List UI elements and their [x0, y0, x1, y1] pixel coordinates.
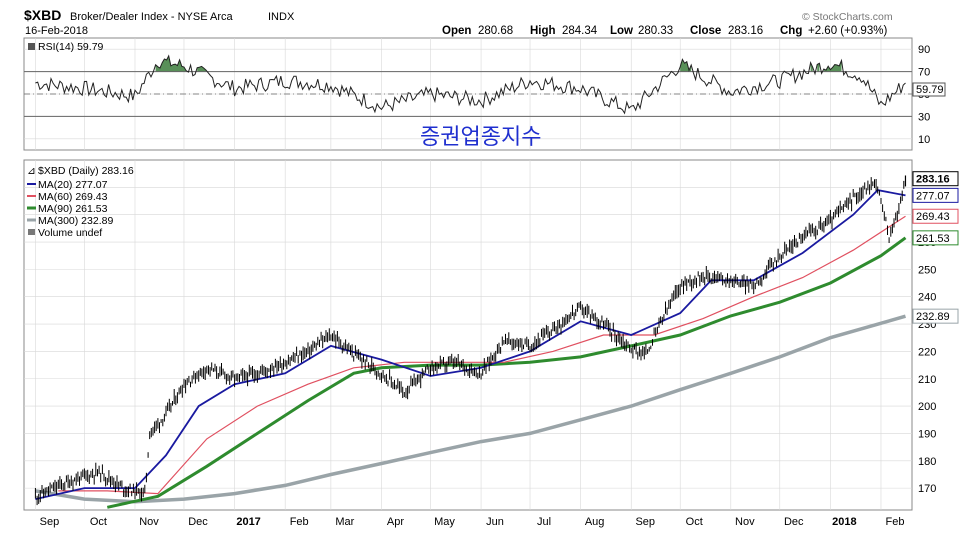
x-tick-label: Nov: [735, 516, 755, 528]
price-ohlc-bars: [34, 175, 907, 506]
x-tick-label: Sep: [635, 516, 655, 528]
price-y-tick-label: 190: [918, 428, 936, 440]
open-value: 280.68: [478, 25, 513, 37]
ma300-line: [35, 314, 906, 504]
legend-price-text: $XBD (Daily) 283.16: [38, 165, 134, 177]
value-label-text: 232.89: [916, 311, 950, 323]
rsi-legend-icon: [28, 43, 35, 50]
rsi-line: [35, 54, 906, 115]
close-label: Close: [690, 25, 721, 37]
x-tick-label: Jun: [486, 516, 504, 528]
chg-label: Chg: [780, 25, 802, 37]
x-tick-label: 2017: [236, 516, 260, 528]
x-tick-label: Sep: [40, 516, 60, 528]
low-value: 280.33: [638, 25, 673, 37]
rsi-y-tick-label: 10: [918, 134, 930, 146]
x-tick-label: Oct: [686, 516, 703, 528]
korean-annotation: 증권업종지수: [420, 124, 541, 149]
price-panel: 170180190200210220230240250260270 SepOct…: [23, 159, 959, 528]
value-label-box: [912, 208, 959, 224]
open-label: Open: [442, 25, 471, 37]
stockcharts-watermark: © StockCharts.com: [802, 11, 893, 23]
value-label-text: 283.16: [916, 174, 950, 186]
series-right-labels: 283.16 277.07 269.43 261.53 232.89: [912, 171, 959, 324]
ma90-line: [106, 236, 907, 509]
value-label-text: 277.07: [916, 190, 950, 202]
x-tick-label: Dec: [784, 516, 804, 528]
chg-value: +2.60 (+0.93%): [808, 25, 887, 37]
legend-ma20-text: MA(20) 277.07: [38, 179, 108, 191]
x-tick-label: Feb: [290, 516, 309, 528]
close-value: 283.16: [728, 25, 763, 37]
ma60-line: [58, 215, 906, 495]
high-value: 284.34: [562, 25, 598, 37]
x-tick-label: May: [434, 516, 455, 528]
legend-ma90: MA(90) 261.53: [27, 203, 108, 215]
legend-volume: Volume undef: [28, 227, 102, 239]
legend-ma300: MA(300) 232.89: [27, 215, 113, 227]
rsi-overbought-area: [823, 60, 842, 72]
rsi-last-value: 59.79: [916, 84, 944, 96]
x-tick-label: Feb: [886, 516, 905, 528]
rsi-legend: RSI(14) 59.79: [28, 41, 104, 53]
legend-ma20: MA(20) 277.07: [27, 179, 108, 191]
value-label-text: 269.43: [916, 211, 950, 223]
x-tick-label: Jul: [537, 516, 551, 528]
price-x-ticks: Sep Oct Nov Dec 2017 Feb Mar Apr May Jun Jul Aug Sep…: [40, 516, 905, 528]
x-tick-label: Apr: [387, 516, 404, 528]
rsi-y-ticks: 1030507090: [918, 44, 930, 146]
volume-icon: [28, 229, 35, 235]
x-tick-label: Oct: [90, 516, 107, 528]
price-y-tick-label: 180: [918, 456, 936, 468]
rsi-overbought-area: [155, 55, 187, 72]
price-legend: ⊿ $XBD (Daily) 283.16 MA(20) 277.07 MA(6…: [27, 165, 134, 239]
price-y-tick-label: 170: [918, 483, 936, 495]
price-y-tick-label: 240: [918, 292, 936, 304]
price-y-tick-label: 210: [918, 374, 936, 386]
rsi-last-value-box: [912, 82, 946, 97]
legend-price-icon: ⊿: [27, 165, 36, 177]
rsi-y-tick-label: 90: [918, 44, 930, 56]
header-exchange: INDX: [268, 11, 295, 23]
header-date: 16-Feb-2018: [25, 25, 88, 37]
rsi-y-tick-label: 30: [918, 111, 930, 123]
ohlc-readout: Open 280.68 High 284.34 Low 280.33 Close…: [442, 25, 887, 37]
price-y-tick-label: 220: [918, 346, 936, 358]
legend-volume-text: Volume undef: [38, 227, 102, 239]
ma20-line: [35, 189, 906, 500]
high-label: High: [530, 25, 556, 37]
value-label-box: [912, 171, 959, 187]
price-y-ticks: 170180190200210220230240250260270: [918, 210, 936, 495]
price-y-tick-label: 250: [918, 264, 936, 276]
rsi-panel: 1030507090 59.79 RSI(14) 59.79: [23, 37, 946, 151]
x-tick-label: 2018: [832, 516, 856, 528]
value-label-box: [912, 308, 959, 324]
header-symbol: $XBD: [24, 7, 61, 23]
rsi-bands: [24, 71, 912, 117]
price-y-tick-label: 200: [918, 401, 936, 413]
price-frame: [23, 159, 913, 511]
legend-ma300-text: MA(300) 232.89: [38, 215, 113, 227]
rsi-legend-text: RSI(14) 59.79: [38, 41, 104, 53]
rsi-y-tick-label: 70: [918, 67, 930, 79]
value-label-box: [912, 230, 959, 246]
legend-ma60-text: MA(60) 269.43: [38, 191, 108, 203]
legend-ma90-text: MA(90) 261.53: [38, 203, 108, 215]
rsi-overbought-area: [817, 63, 820, 72]
x-tick-label: Mar: [335, 516, 354, 528]
x-tick-label: Aug: [585, 516, 605, 528]
header-index-name: Broker/Dealer Index - NYSE Arca: [70, 11, 234, 23]
legend-ma60: MA(60) 269.43: [27, 191, 108, 203]
price-gridlines: [24, 160, 912, 510]
low-label: Low: [610, 25, 633, 37]
value-label-text: 261.53: [916, 233, 950, 245]
x-tick-label: Dec: [188, 516, 208, 528]
legend-price: ⊿ $XBD (Daily) 283.16: [27, 165, 134, 177]
x-tick-label: Nov: [139, 516, 159, 528]
value-label-box: [912, 187, 959, 203]
